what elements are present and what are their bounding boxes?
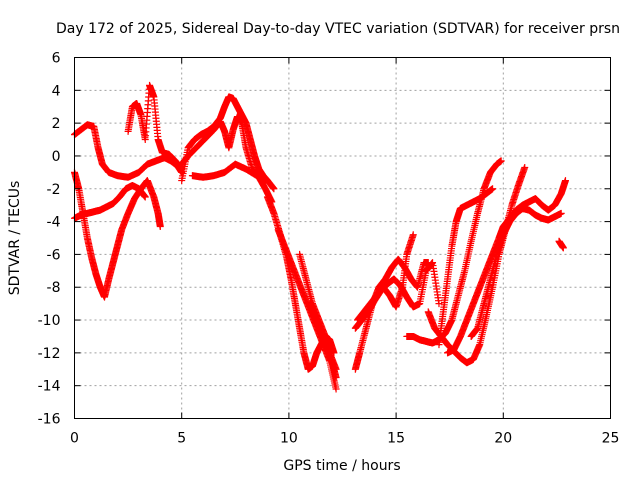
y-tick-label: -2	[47, 182, 61, 198]
data-point	[557, 209, 565, 217]
x-tick-label: 0	[70, 431, 79, 447]
x-tick-label: 25	[602, 431, 620, 447]
data-point	[435, 300, 443, 308]
data-point	[156, 223, 164, 231]
y-tick-label: 2	[52, 116, 61, 132]
x-axis-label: GPS time / hours	[283, 458, 400, 474]
y-tick-label: 0	[52, 149, 61, 165]
x-tick-label: 20	[494, 431, 512, 447]
series-track-18	[444, 177, 569, 357]
data-point	[489, 185, 497, 193]
chart-title: Day 172 of 2025, Sidereal Day-to-day VTE…	[56, 21, 620, 37]
series-track-2	[71, 168, 164, 301]
data-point	[497, 157, 505, 165]
data-point	[559, 244, 567, 252]
data-point	[332, 385, 340, 393]
x-tick-label: 15	[387, 431, 405, 447]
y-tick-label: 4	[52, 83, 61, 99]
grid-layer	[74, 57, 611, 419]
series-track-7	[188, 160, 278, 193]
axes-layer: 0 5 10 15 20 25 -16 -14 -12 -10 -8 -6 -4 -2 0 2 4 6	[38, 51, 620, 447]
x-tick-label: 5	[177, 431, 186, 447]
series-track-4	[124, 81, 186, 173]
series-track-6	[178, 113, 276, 206]
y-tick-label: -14	[38, 379, 61, 395]
y-axis-label: SDTVAR / TECUs	[7, 181, 23, 296]
data-point	[141, 193, 149, 201]
series-track-11	[306, 300, 340, 373]
y-tick-label: -6	[47, 247, 61, 263]
x-tick-label: 10	[280, 431, 298, 447]
data-points-layer	[71, 81, 569, 393]
y-tick-label: -10	[38, 313, 61, 329]
data-point	[332, 365, 340, 373]
plot-frame	[74, 57, 611, 419]
y-tick-label: -16	[38, 412, 61, 428]
data-point	[561, 177, 569, 185]
series-track-14	[354, 231, 417, 324]
y-tick-label: -12	[38, 346, 61, 362]
data-point	[409, 231, 417, 239]
series-track-17	[435, 185, 497, 349]
data-point	[270, 185, 278, 193]
y-tick-label: 6	[52, 51, 61, 67]
series-track-19	[467, 204, 565, 340]
data-point	[332, 373, 340, 381]
series-track-3	[71, 181, 149, 222]
series-track-20	[555, 237, 567, 252]
data-point	[521, 163, 529, 171]
y-tick-label: -8	[47, 280, 61, 296]
y-tick-label: -4	[47, 215, 61, 231]
